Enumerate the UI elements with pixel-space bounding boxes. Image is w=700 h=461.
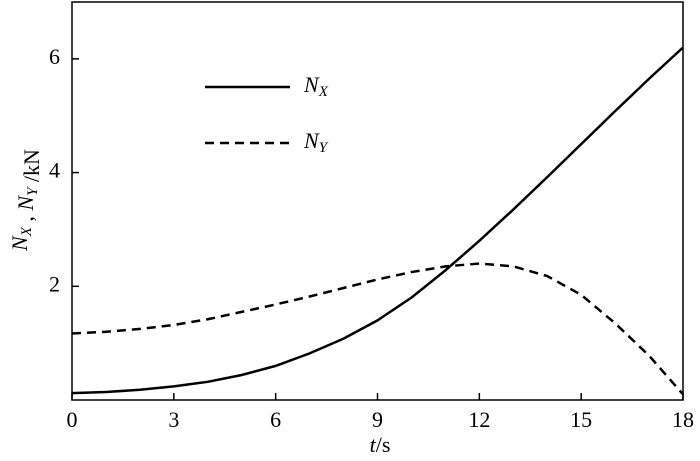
y-tick-label: 2 [49,271,60,296]
data-line [71,46,684,395]
y-tick-label: 4 [49,158,60,183]
data-line [71,262,684,396]
x-axis-label: t/s [370,432,391,457]
x-tick-label: 3 [168,407,179,432]
x-tick-label: 18 [672,407,694,432]
legend-label: NY [303,128,329,156]
x-tick-label: 15 [570,407,592,432]
x-tick-label: 0 [67,407,78,432]
x-tick-label: 6 [270,407,281,432]
legend-label: NX [303,72,329,100]
y-axis-label: NX , NY /kN [7,149,44,252]
y-tick-label: 6 [49,44,60,69]
plot-frame [71,1,684,401]
x-tick-label: 9 [372,407,383,432]
x-tick-label: 12 [468,407,490,432]
